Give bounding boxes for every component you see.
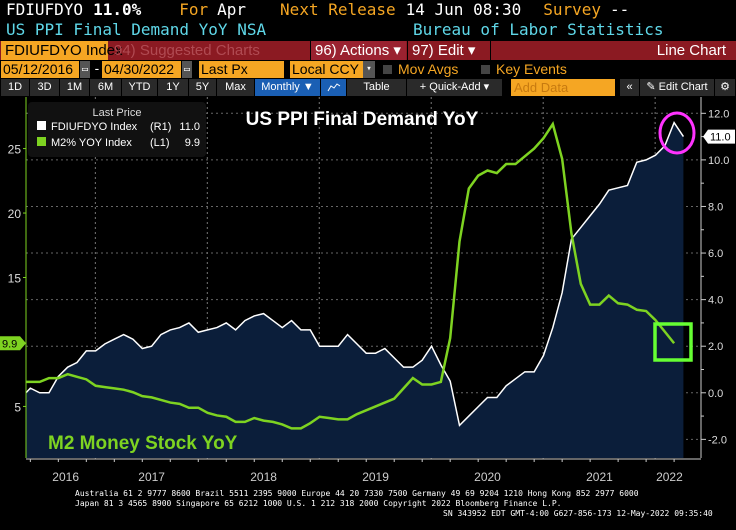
mov-avgs-label[interactable]: Mov Avgs [398,61,459,77]
right-axis-tick-label: 6.0 [708,248,723,260]
add-data-input[interactable]: Add Data [511,79,615,96]
security-field[interactable]: FDIUFDYO Index [1,41,123,60]
actions-menu[interactable]: 96) Actions ▾ [310,41,406,60]
start-date-input[interactable]: 05/12/2016 [1,61,79,78]
x-axis-year-label: 2019 [362,470,389,484]
ppi-area-fill [26,122,684,458]
edit-chart-button[interactable]: ✎ Edit Chart [640,79,714,96]
right-axis-tick-label: 8.0 [708,201,723,213]
period-max[interactable]: Max [217,79,254,96]
mov-avgs-checkbox[interactable] [383,65,392,74]
suggested-charts-button[interactable]: 94) Suggested Charts [114,42,260,59]
m2-last-value-label: 9.9 [2,338,17,350]
key-events-checkbox[interactable] [481,65,490,74]
frequency-select[interactable]: Monthly ▼ [255,79,320,96]
m2-series-line [26,121,676,430]
right-axis-tick-label: 4.0 [708,295,723,307]
calendar-icon[interactable]: ▭ [182,61,192,78]
x-axis-year-label: 2016 [52,470,79,484]
settings-icon[interactable]: ⚙ [715,79,735,96]
right-axis-tick-label: 2.0 [708,341,723,353]
left-axis-tick-label: 20 [8,207,22,221]
left-axis-tick-label: 15 [8,272,22,286]
x-axis-year-label: 2021 [586,470,613,484]
next-release-label: Next Release [280,0,396,19]
header-row: FDIUFDYO 11.0% For Apr Next Release 14 J… [6,1,629,19]
m2-annotation: M2 Money Stock YoY [48,433,238,454]
date-separator: - [93,62,101,77]
legend-ppi-name: FDIUFDYO Index [51,121,138,133]
survey-value: -- [610,0,630,19]
field-select[interactable]: Last Px [199,61,284,78]
for-value: Apr [217,0,247,19]
x-axis-year-label: 2022 [656,470,683,484]
left-axis-tick-label: 25 [8,143,22,157]
chevron-down-icon[interactable]: ▾ [363,61,375,78]
line-chart-icon[interactable] [321,79,346,96]
x-axis-year-label: 2017 [138,470,165,484]
legend-title: Last Price [93,107,142,119]
calendar-icon[interactable]: ▭ [80,61,90,78]
right-axis-tick-label: 12.0 [708,108,729,120]
security-description: US PPI Final Demand YoY NSA [6,20,267,39]
ticker: FDIUFDYO [6,0,84,19]
key-events-label[interactable]: Key Events [496,61,567,77]
right-axis-tick-label: 10.0 [708,155,729,167]
chart-type-label: Line Chart [490,41,730,60]
legend-m2-value: 9.9 [185,137,200,149]
collapse-button[interactable]: « [620,79,639,96]
period-1m[interactable]: 1M [60,79,89,96]
x-axis-year-label: 2020 [474,470,501,484]
m2-last-value-tag [0,336,26,351]
end-date-input[interactable]: 04/30/2022 [102,61,181,78]
right-axis-tick-label: 0.0 [708,388,723,400]
legend-swatch-m2 [37,137,46,146]
survey-label: Survey [543,0,602,19]
quick-add-button[interactable]: + Quick-Add ▾ [407,79,502,96]
ppi-last-value-label: 11.0 [710,132,731,144]
footer-line-1: Australia 61 2 9777 8600 Brazil 5511 239… [75,489,639,498]
period-1y[interactable]: 1Y [158,79,188,96]
legend-ppi-value: 11.0 [179,121,200,133]
legend-swatch-ppi [37,121,46,130]
period-1d[interactable]: 1D [1,79,29,96]
period-6m[interactable]: 6M [90,79,121,96]
legend-m2-name: M2% YOY Index [51,137,132,149]
chart-title: US PPI Final Demand YoY [246,109,479,130]
for-label: For [179,0,209,19]
legend-ppi-axis: (R1) [150,121,171,133]
next-release-value: 14 Jun 08:30 [405,0,522,19]
x-axis-year-label: 2018 [250,470,277,484]
currency-select[interactable]: Local CCY [290,61,363,78]
last-value: 11.0% [93,0,142,19]
period-3d[interactable]: 3D [30,79,59,96]
highlight-circle [658,111,696,155]
legend-m2-axis: (L1) [150,137,170,149]
right-axis-tick-label: -2.0 [708,434,727,446]
axes: 12.0 10.0 8.0 6.0 4.0 2.0 0.0 -2.0 25 20 15 5 11.0 9.… [0,97,735,484]
period-5y[interactable]: 5Y [189,79,216,96]
footer-line-3: SN 343952 EDT GMT-4:00 G627-856-173 12-M… [443,509,713,518]
left-axis-tick-label: 5 [14,400,21,414]
source: Bureau of Labor Statistics [413,20,664,39]
legend-box [28,102,206,157]
edit-menu[interactable]: 97) Edit ▾ [407,41,487,60]
table-button[interactable]: Table [347,79,406,96]
period-ytd[interactable]: YTD [122,79,157,96]
ppi-last-value-tag [703,129,735,144]
highlight-square [653,322,693,362]
footer-line-2: Japan 81 3 4565 8900 Singapore 65 6212 1… [75,499,562,508]
